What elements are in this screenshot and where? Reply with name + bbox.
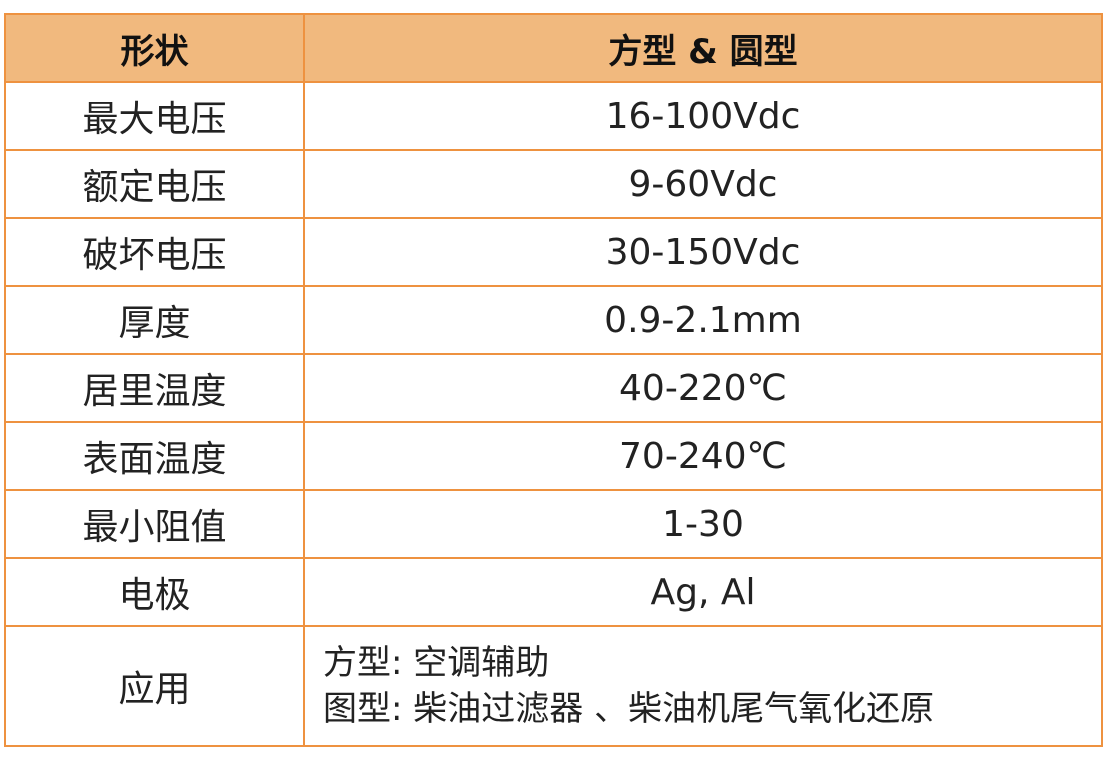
row-value: 30-150Vdc: [303, 217, 1103, 287]
row-value: 0.9-2.1mm: [303, 285, 1103, 355]
row-value: 9-60Vdc: [303, 149, 1103, 219]
row-value: 方型: 空调辅助 图型: 柴油过滤器 、柴油机尾气氧化还原: [303, 625, 1103, 747]
header-row: 形状 方型 & 圆型: [4, 13, 1103, 83]
row-label: 居里温度: [4, 353, 305, 423]
row-label: 最大电压: [4, 81, 305, 151]
row-value: 70-240℃: [303, 421, 1103, 491]
row-label: 厚度: [4, 285, 305, 355]
table-row: 厚度 0.9-2.1mm: [4, 285, 1103, 355]
application-line: 图型: 柴油过滤器 、柴油机尾气氧化还原: [323, 689, 935, 729]
table-row: 破坏电压 30-150Vdc: [4, 217, 1103, 287]
row-label: 表面温度: [4, 421, 305, 491]
row-label: 应用: [4, 625, 305, 747]
row-value: Ag, Al: [303, 557, 1103, 627]
row-label: 电极: [4, 557, 305, 627]
table-row: 表面温度 70-240℃: [4, 421, 1103, 491]
table-row: 居里温度 40-220℃: [4, 353, 1103, 423]
row-value: 40-220℃: [303, 353, 1103, 423]
row-value: 16-100Vdc: [303, 81, 1103, 151]
table-row: 额定电压 9-60Vdc: [4, 149, 1103, 219]
row-label: 额定电压: [4, 149, 305, 219]
header-type: 方型 & 圆型: [303, 13, 1103, 83]
row-label: 最小阻值: [4, 489, 305, 559]
header-shape: 形状: [4, 13, 305, 83]
spec-table: 形状 方型 & 圆型 最大电压 16-100Vdc 额定电压 9-60Vdc 破坏电压 3…: [4, 13, 1103, 747]
application-line: 方型: 空调辅助: [323, 643, 550, 683]
table-row: 最小阻值 1-30: [4, 489, 1103, 559]
row-value: 1-30: [303, 489, 1103, 559]
table-row-application: 应用 方型: 空调辅助 图型: 柴油过滤器 、柴油机尾气氧化还原: [4, 625, 1103, 747]
row-label: 破坏电压: [4, 217, 305, 287]
table-row: 最大电压 16-100Vdc: [4, 81, 1103, 151]
table-row: 电极 Ag, Al: [4, 557, 1103, 627]
